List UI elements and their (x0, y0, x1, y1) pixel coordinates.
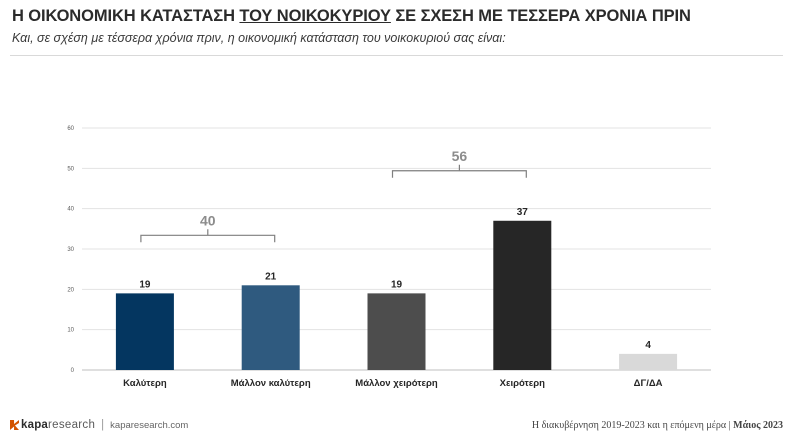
data-label: 19 (391, 279, 403, 290)
bar (619, 353, 678, 370)
footer-caption-text: Η διακυβέρνηση 2019-2023 και η επόμενη μ… (531, 420, 734, 431)
y-tick-label: 0 (71, 368, 75, 374)
footer-date: Μάιος 2023 (733, 420, 783, 431)
y-tick-label: 50 (67, 166, 74, 172)
data-label: 21 (265, 271, 277, 282)
logo-separator: | (101, 419, 105, 431)
kapa-logo-icon (10, 420, 19, 430)
title-part-2: ΣΕ ΣΧΕΣΗ ΜΕ ΤΕΣΣΕΡΑ ΧΡΟΝΙΑ ΠΡΙΝ (390, 7, 691, 25)
x-tick-label: Καλύτερη (123, 378, 167, 389)
data-label: 4 (645, 340, 651, 351)
title-part-1: Η ΟΙΚΟΝΟΜΙΚΗ ΚΑΤΑΣΤΑΣΗ (12, 7, 240, 25)
y-tick-label: 10 (67, 328, 74, 334)
page-subtitle: Και, σε σχέση με τέσσερα χρόνια πριν, η … (12, 31, 506, 45)
y-tick-label: 30 (67, 247, 74, 253)
header-divider (10, 55, 783, 56)
x-tick-label: Μάλλον καλύτερη (231, 378, 311, 389)
group-bracket (140, 229, 276, 243)
bar (493, 220, 552, 370)
x-tick-label: Μάλλον χειρότερη (355, 378, 438, 389)
footer-caption: Η διακυβέρνηση 2019-2023 και η επόμενη μ… (532, 420, 783, 431)
footer-logo: kapa research | kaparesearch.com (10, 418, 188, 432)
group-bracket (391, 164, 527, 178)
title-underlined: ΤΟΥ ΝΟΙΚΟΚΥΡΙΟΥ (239, 7, 391, 25)
bar (241, 285, 300, 370)
bar (367, 293, 426, 370)
footer-url: kaparesearch.com (110, 419, 189, 431)
page-title: Η ΟΙΚΟΝΟΜΙΚΗ ΚΑΤΑΣΤΑΣΗ ΤΟΥ ΝΟΙΚΟΚΥΡΙΟΥ Σ… (12, 7, 691, 26)
x-tick-label: Χειρότερη (500, 378, 546, 389)
bar (115, 293, 174, 370)
group-total-label: 40 (200, 212, 216, 228)
group-total-label: 56 (452, 148, 468, 164)
x-tick-label: ΔΓ/ΔΑ (634, 378, 663, 389)
y-tick-label: 40 (67, 207, 74, 213)
data-label: 37 (517, 207, 529, 218)
logo-kapa-text: kapa (21, 419, 49, 431)
data-label: 19 (139, 279, 151, 290)
y-tick-label: 60 (67, 126, 74, 132)
y-tick-label: 20 (67, 287, 74, 293)
logo-research-text: research (48, 419, 96, 431)
